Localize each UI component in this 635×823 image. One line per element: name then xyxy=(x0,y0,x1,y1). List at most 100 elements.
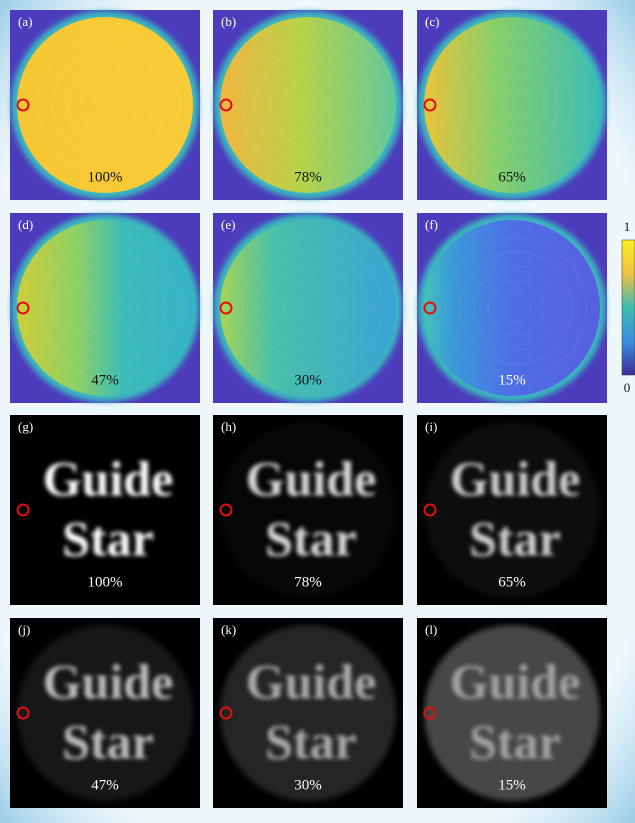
pupil-map xyxy=(220,220,396,396)
panel-label: (h) xyxy=(221,419,236,434)
panel: (e) 30% xyxy=(213,213,403,403)
ring xyxy=(255,48,369,162)
guide-word: Guide xyxy=(246,450,377,506)
percent-label: 100% xyxy=(88,574,123,590)
guide-star-marker xyxy=(219,301,233,315)
panel-label: (i) xyxy=(425,419,437,434)
percent-label: 100% xyxy=(88,169,123,185)
ring xyxy=(94,90,124,120)
panel: (d) 47% xyxy=(10,213,200,403)
panel-label: (g) xyxy=(18,419,33,434)
percent-label: 65% xyxy=(498,169,526,185)
panel-label: (e) xyxy=(221,217,235,232)
colorbar-min: 0 xyxy=(624,380,631,395)
guide-star-marker xyxy=(16,503,30,517)
panel: (b) 78% xyxy=(213,10,403,200)
ring xyxy=(473,62,559,148)
guide-star-marker xyxy=(423,503,437,517)
ring xyxy=(445,237,587,379)
panel-label: (c) xyxy=(425,14,439,29)
ring xyxy=(94,293,124,323)
panel-label: (b) xyxy=(221,14,236,29)
ring xyxy=(269,62,355,148)
pupil-map xyxy=(220,17,396,193)
ring xyxy=(501,293,531,323)
percent-label: 15% xyxy=(498,372,526,388)
guide-word: Guide xyxy=(450,450,581,506)
ring xyxy=(459,251,573,365)
ring xyxy=(459,48,573,162)
ring xyxy=(445,34,587,176)
panel-label: (k) xyxy=(221,622,236,637)
guide-star-marker xyxy=(16,706,30,720)
panel: (a) 100% xyxy=(10,10,200,200)
pupil-map xyxy=(424,17,600,193)
percent-label: 30% xyxy=(294,777,322,793)
star-word: Star xyxy=(469,713,561,769)
guide-star-marker xyxy=(219,503,233,517)
panel-label: (a) xyxy=(18,14,32,29)
percent-label: 78% xyxy=(294,169,322,185)
percent-label: 15% xyxy=(498,777,526,793)
guide-star-marker xyxy=(423,301,437,315)
ring xyxy=(487,76,545,134)
ring xyxy=(255,251,369,365)
guide-star-marker xyxy=(423,98,437,112)
ring xyxy=(283,76,341,134)
ring xyxy=(66,62,152,148)
haze xyxy=(220,625,396,801)
guide-word: Guide xyxy=(43,450,174,506)
guide-word: Guide xyxy=(450,653,581,709)
ring xyxy=(473,265,559,351)
ring xyxy=(52,48,166,162)
ring xyxy=(487,279,545,337)
guide-star-marker xyxy=(219,98,233,112)
guide-star-marker xyxy=(16,301,30,315)
star-word: Star xyxy=(469,510,561,566)
pupil-map xyxy=(424,220,600,396)
panel: (f) 15% xyxy=(417,213,607,403)
ring xyxy=(80,76,138,134)
haze xyxy=(17,625,193,801)
ring xyxy=(52,251,166,365)
star-word: Star xyxy=(265,510,357,566)
percent-label: 47% xyxy=(91,372,119,388)
percent-label: 30% xyxy=(294,372,322,388)
panel-label: (l) xyxy=(425,622,437,637)
guide-star-marker xyxy=(219,706,233,720)
colorbar xyxy=(621,239,635,376)
haze xyxy=(424,625,600,801)
star-word: Star xyxy=(265,713,357,769)
ring xyxy=(297,90,327,120)
guide-star-marker xyxy=(16,98,30,112)
panel-label: (d) xyxy=(18,217,33,232)
ring xyxy=(38,237,180,379)
ring xyxy=(283,279,341,337)
haze xyxy=(424,422,600,598)
haze xyxy=(220,422,396,598)
percent-label: 65% xyxy=(498,574,526,590)
guide-word: Guide xyxy=(43,653,174,709)
ring xyxy=(297,293,327,323)
ring xyxy=(241,237,383,379)
pupil-map xyxy=(17,17,193,193)
star-word: Star xyxy=(62,713,154,769)
ring xyxy=(80,279,138,337)
ring xyxy=(501,90,531,120)
panel-label: (f) xyxy=(425,217,438,232)
guide-word: Guide xyxy=(246,653,377,709)
panel: (c) 65% xyxy=(417,10,607,200)
panel-background xyxy=(10,415,200,605)
